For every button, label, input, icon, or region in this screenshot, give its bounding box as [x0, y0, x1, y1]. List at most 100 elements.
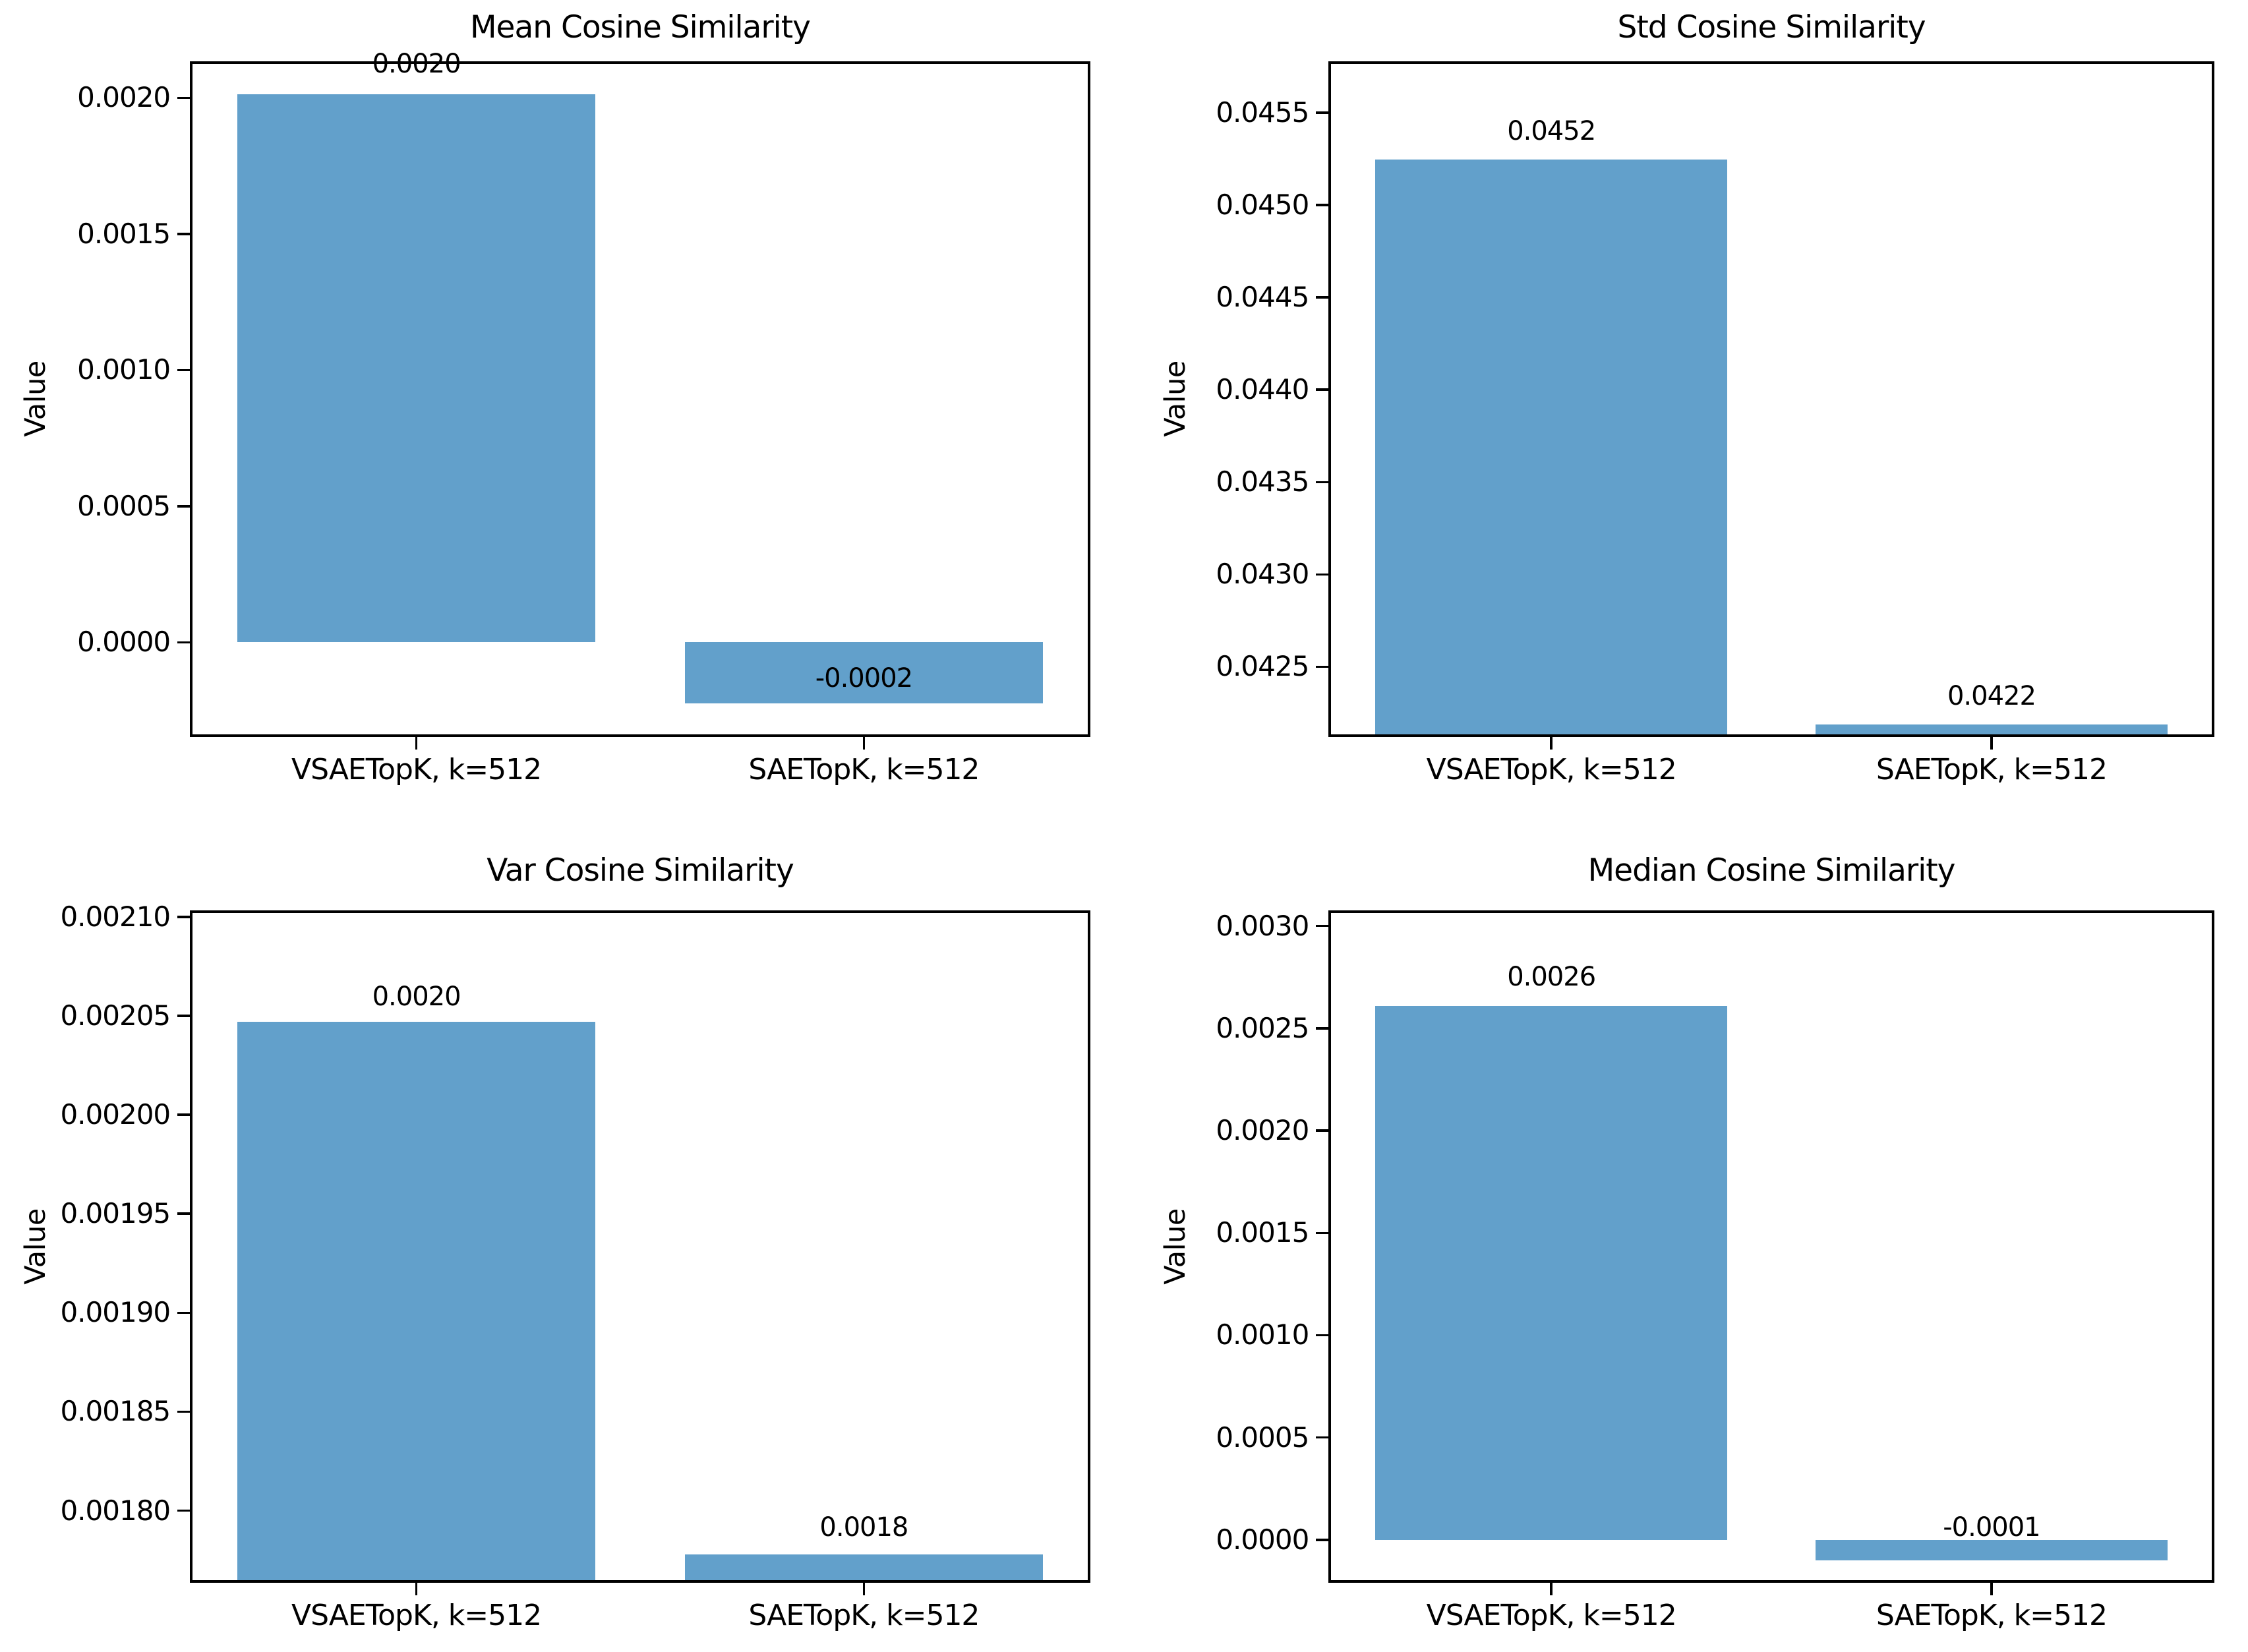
y-axis-label-text: Value	[19, 1208, 52, 1285]
x-axis-tick-label: SAETopK, k=512	[748, 1598, 980, 1632]
plot-area: 0.0000 0.0005 0.0010 0.0015 0.0020 0.0025 0.00…	[1216, 910, 2214, 1630]
y-axis-tick-mark	[177, 1311, 191, 1314]
y-axis-tick-mark	[1316, 111, 1330, 114]
y-axis-tick-label: 0.0010	[1216, 1318, 1309, 1351]
y-axis-tick-label: 0.0020	[77, 81, 171, 114]
y-axis-tick-label: 0.00205	[60, 999, 171, 1032]
y-axis-tick-mark	[1316, 573, 1330, 576]
y-axis-tick-label: 0.00180	[60, 1494, 171, 1527]
y-axis-tick-label: 0.0000	[77, 626, 171, 659]
y-axis-tick-label: 0.0025	[1216, 1011, 1309, 1044]
y-axis-tick-mark	[177, 96, 191, 100]
y-axis-tick-mark	[177, 1015, 191, 1017]
chart-title: Median Cosine Similarity	[1587, 852, 1956, 889]
x-axis-tick-label: VSAETopK, k=512	[291, 1598, 542, 1632]
x-axis-tick-label: SAETopK, k=512	[1876, 1598, 2108, 1632]
subplot-mean-cosine-similarity: Mean Cosine Similarity Value 0.0000 0.000…	[0, 0, 1124, 826]
bar	[1815, 724, 2168, 734]
bar	[1375, 1005, 1728, 1540]
y-axis-label: Value	[9, 61, 62, 737]
x-axis-tick-mark	[862, 736, 866, 750]
y-axis-tick-label: 0.00200	[60, 1098, 171, 1131]
y-axis-tick-mark	[177, 1113, 191, 1116]
y-axis-label: Value	[1149, 61, 1202, 737]
bar	[1815, 1539, 2168, 1560]
x-axis-tick-mark	[415, 1581, 418, 1595]
bar-value-label: 0.0026	[1507, 962, 1596, 993]
subplot-var-cosine-similarity: Var Cosine Similarity Value 0.00180 0.001…	[0, 826, 1124, 1652]
y-axis-tick-label: 0.0015	[77, 217, 171, 250]
bar	[237, 94, 596, 643]
x-axis-tick-label: VSAETopK, k=512	[291, 752, 542, 786]
y-axis-label: Value	[9, 910, 62, 1583]
bar	[1375, 160, 1728, 734]
y-axis-tick-mark	[1316, 1231, 1330, 1235]
plot-area: 0.0425 0.0430 0.0435 0.0440 0.0445 0.0450 0.04…	[1216, 61, 2214, 784]
y-axis-tick-label: 0.0000	[1216, 1523, 1309, 1556]
y-axis-label-text: Value	[1159, 1208, 1192, 1285]
bar-value-label: 0.0452	[1507, 115, 1596, 146]
y-axis-tick-mark	[177, 916, 191, 918]
subplot-median-cosine-similarity: Median Cosine Similarity Value 0.0000 0.0…	[1124, 826, 2248, 1652]
y-axis-tick-label: 0.0425	[1216, 650, 1309, 683]
y-axis-tick-label: 0.0430	[1216, 558, 1309, 591]
bar-value-label: 0.0422	[1947, 680, 2036, 711]
y-axis-tick-label: 0.0440	[1216, 373, 1309, 406]
plot-area: 0.0000 0.0005 0.0010 0.0015 0.0020 0.0020 VSAE…	[77, 51, 1090, 784]
x-axis-tick-label: VSAETopK, k=512	[1426, 1598, 1677, 1632]
y-axis-tick-mark	[1316, 665, 1330, 668]
y-axis-tick-mark	[1316, 1436, 1330, 1439]
y-axis-tick-mark	[1316, 481, 1330, 483]
x-axis-tick-mark	[1990, 736, 1993, 750]
y-axis-tick-mark	[177, 641, 191, 644]
x-axis-tick-mark	[862, 1581, 866, 1595]
y-axis-tick-label: 0.0435	[1216, 465, 1309, 498]
y-axis-tick-mark	[177, 505, 191, 508]
y-axis-label-text: Value	[19, 361, 52, 437]
y-axis-tick-mark	[1316, 1027, 1330, 1030]
x-axis-tick-mark	[1550, 1581, 1553, 1595]
y-axis-tick-label: 0.0030	[1216, 909, 1309, 942]
y-axis-tick-mark	[177, 1410, 191, 1413]
bar	[684, 642, 1043, 704]
y-axis-tick-label: 0.00190	[60, 1296, 171, 1329]
y-axis-tick-mark	[1316, 924, 1330, 928]
x-axis-tick-label: VSAETopK, k=512	[1426, 752, 1677, 786]
y-axis-tick-mark	[1316, 1539, 1330, 1541]
bar	[684, 1554, 1043, 1580]
x-axis-tick-label: SAETopK, k=512	[1876, 752, 2108, 786]
y-axis-tick-mark	[177, 369, 191, 372]
x-axis-tick-mark	[1990, 1581, 1993, 1595]
y-axis-tick-mark	[1316, 296, 1330, 299]
bar-value-label: 0.0018	[819, 1512, 908, 1543]
y-axis-tick-label: 0.0445	[1216, 281, 1309, 314]
y-axis-tick-mark	[1316, 1334, 1330, 1337]
y-axis-tick-mark	[177, 233, 191, 235]
y-axis-tick-label: 0.0020	[1216, 1114, 1309, 1147]
y-axis-tick-label: 0.00195	[60, 1197, 171, 1230]
y-axis-tick-label: 0.00210	[60, 900, 171, 933]
y-axis-tick-label: 0.0455	[1216, 96, 1309, 129]
y-axis-tick-mark	[1316, 204, 1330, 206]
x-axis-tick-mark	[1550, 736, 1553, 750]
y-axis-tick-label: 0.0005	[1216, 1421, 1309, 1454]
y-axis-tick-label: 0.0005	[77, 489, 171, 522]
bar-value-label: -0.0001	[1943, 1512, 2040, 1543]
y-axis-tick-label: 0.0450	[1216, 189, 1309, 221]
x-axis-tick-label: SAETopK, k=512	[748, 752, 980, 786]
y-axis-label: Value	[1149, 910, 1202, 1583]
y-axis-tick-mark	[177, 1212, 191, 1215]
chart-title: Var Cosine Similarity	[487, 852, 794, 889]
subplot-std-cosine-similarity: Std Cosine Similarity Value 0.0425 0.0430…	[1124, 0, 2248, 826]
bar	[237, 1021, 596, 1580]
y-axis-tick-mark	[1316, 1129, 1330, 1132]
chart-title: Std Cosine Similarity	[1617, 9, 1926, 45]
y-axis-tick-label: 0.0010	[77, 353, 171, 386]
plot-area: 0.00180 0.00185 0.00190 0.00195 0.00200 0.002…	[60, 902, 1090, 1630]
y-axis-tick-mark	[177, 1509, 191, 1512]
y-axis-tick-mark	[1316, 388, 1330, 391]
y-axis-label-text: Value	[1159, 361, 1192, 437]
bar-value-label: 0.0020	[372, 49, 461, 80]
bar-value-label: -0.0002	[815, 663, 913, 693]
x-axis-tick-mark	[415, 736, 418, 750]
